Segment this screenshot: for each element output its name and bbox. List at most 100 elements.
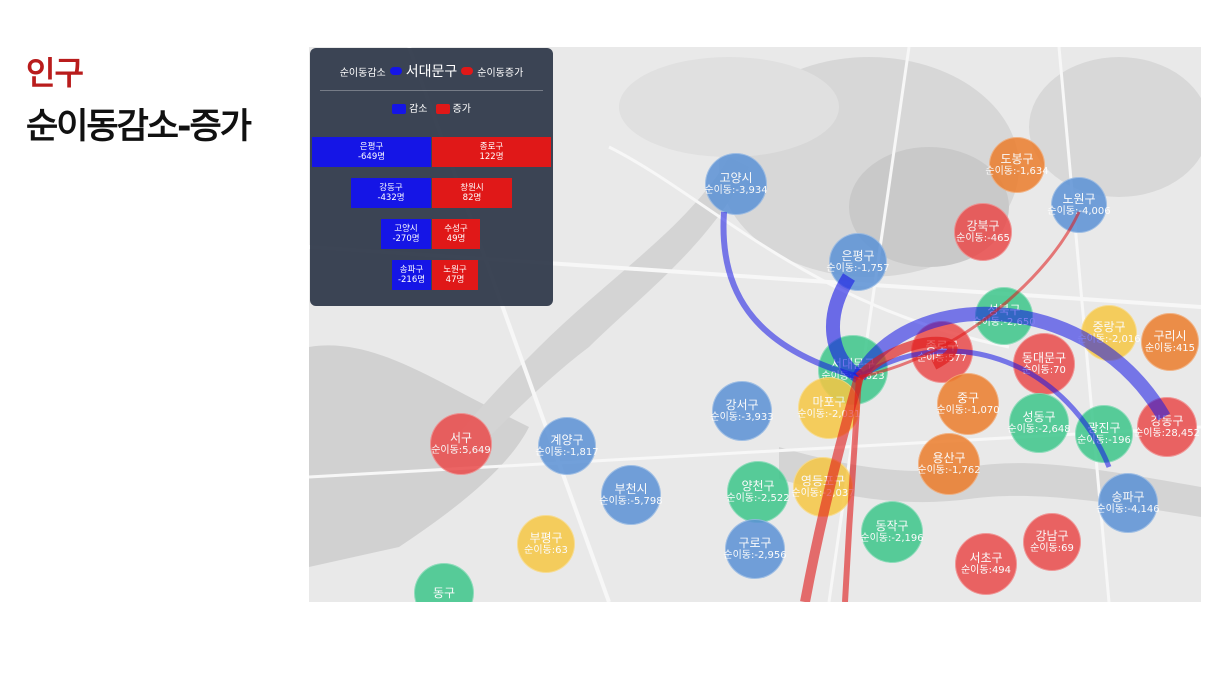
- district-bubble[interactable]: 부평구 순이동:63: [517, 515, 575, 573]
- map-base: [309, 47, 1201, 602]
- district-value: 순이동:415: [1144, 343, 1196, 354]
- district-bubble[interactable]: 동구: [414, 563, 474, 602]
- district-name: 구로구: [738, 536, 772, 550]
- decrease-bar-name: 송파구: [399, 265, 424, 275]
- decrease-bar-value: -270명: [392, 234, 420, 244]
- decrease-bar[interactable]: 고양시 -270명: [381, 219, 431, 249]
- decrease-swatch-icon: [392, 104, 407, 114]
- district-name: 계양구: [550, 433, 584, 447]
- district-bubble[interactable]: 용산구 순이동:-1,762: [917, 433, 981, 495]
- district-bubble[interactable]: 구로구 순이동:-2,956: [723, 519, 787, 579]
- district-name: 서초구: [969, 551, 1003, 565]
- district-value: 순이동:-2,648: [1007, 424, 1071, 435]
- decrease-bar-value: -216명: [397, 275, 426, 285]
- district-value: 순이동:494: [960, 565, 1012, 576]
- decrease-bar-name: 강동구: [379, 183, 403, 193]
- increase-bar[interactable]: 노원구 47명: [432, 260, 478, 290]
- district-name: 용산구: [932, 451, 966, 465]
- district-bubble[interactable]: 동대문구 순이동:70: [1013, 333, 1075, 395]
- district-bubble[interactable]: 서초구 순이동:494: [955, 533, 1017, 595]
- district-bubble[interactable]: 동작구 순이동:-2,196: [860, 501, 924, 563]
- increase-bar-value: 47명: [445, 275, 465, 285]
- district-value: 순이동:63: [524, 545, 568, 556]
- district-bubble[interactable]: 도봉구 순이동:-1,634: [985, 137, 1049, 193]
- district-name: 송파구: [1111, 490, 1145, 504]
- district-value: 순이동:5,649: [431, 445, 491, 456]
- district-bubble[interactable]: 강북구 순이동:-465: [954, 203, 1012, 261]
- district-name: 동대문구: [1021, 351, 1067, 365]
- district-name: 중랑구: [1092, 320, 1126, 334]
- flow-goyang: [720, 211, 860, 380]
- district-name: 양천구: [741, 479, 775, 493]
- district-bubble[interactable]: 중랑구 순이동:-2,016: [1077, 305, 1141, 361]
- district-name: 마포구: [812, 395, 846, 409]
- district-bubble[interactable]: 강서구 순이동:-3,933: [710, 381, 774, 441]
- district-value: 순이동:-4,006: [1047, 206, 1111, 217]
- page-title: 순이동감소-증가: [26, 107, 252, 147]
- panel-divider: [320, 90, 543, 91]
- increase-bar[interactable]: 수성구 49명: [432, 219, 480, 249]
- increase-bar-value: 122명: [479, 152, 504, 162]
- district-value: 순이동:-2,196: [860, 533, 924, 544]
- district-value: 순이동:69: [1030, 543, 1074, 554]
- district-name: 광진구: [1087, 421, 1121, 435]
- bar-legend-decrease: 감소: [409, 104, 428, 115]
- district-name: 구리시: [1153, 329, 1187, 343]
- increase-bar-name: 수성구: [444, 224, 468, 234]
- map-view[interactable]: 고양시 순이동:-3,934 은평구 순이동:-1,757 도봉구 순이동:-1,634 노…: [309, 47, 1201, 602]
- district-bubble[interactable]: 성동구 순이동:-2,648: [1007, 393, 1071, 453]
- decrease-bar-value: -432명: [377, 193, 405, 203]
- decrease-bar[interactable]: 은평구 -649명: [312, 137, 431, 167]
- flow-songpa: [857, 348, 1112, 468]
- district-bubble[interactable]: 구리시 순이동:415: [1141, 313, 1199, 371]
- district-bubble[interactable]: 노원구 순이동:-4,006: [1047, 177, 1111, 233]
- increase-bar-name: 종로구: [479, 142, 504, 152]
- increase-swatch-icon: [435, 104, 450, 114]
- district-bubble[interactable]: 중구 순이동:-1,070: [936, 373, 1000, 435]
- district-value: 순이동:-2,031: [797, 409, 861, 420]
- increase-bar[interactable]: 창원시 82명: [432, 178, 512, 208]
- increase-bar[interactable]: 종로구 122명: [432, 137, 551, 167]
- district-value: 순이동:-2,956: [723, 550, 787, 561]
- district-name: 중구: [956, 391, 980, 405]
- flow-nowon: [858, 211, 1081, 379]
- district-name: 강남구: [1035, 529, 1069, 543]
- district-bubble[interactable]: 계양구 순이동:-1,817: [535, 417, 599, 475]
- district-name: 성동구: [1022, 410, 1056, 424]
- district-value: 순이동:28,452: [1134, 428, 1200, 439]
- district-value: 순이동:-2,650: [972, 317, 1036, 328]
- decrease-bar-name: 고양시: [394, 224, 418, 234]
- district-name: 고양시: [719, 171, 753, 185]
- district-name: 강서구: [725, 398, 759, 412]
- district-name: 동작구: [875, 519, 909, 533]
- flow-lines: [720, 211, 1171, 602]
- district-bubble[interactable]: 고양시 순이동:-3,934: [704, 153, 768, 215]
- decrease-label: 순이동감소: [339, 67, 386, 79]
- district-bubble[interactable]: 양천구 순이동:-2,522: [726, 461, 790, 523]
- category-title: 인구: [26, 54, 84, 92]
- bar-legend: 감소 증가: [310, 100, 553, 115]
- district-value: 순이동:-1,757: [826, 263, 890, 274]
- flow-changwon: [800, 375, 864, 602]
- flow-legend-panel: 순이동감소 서대문구 순이동증가 감소 증가 은평구 -649명 종로구 122명 강동…: [310, 48, 553, 306]
- district-name: 부천시: [614, 482, 648, 496]
- district-bubble[interactable]: 서구 순이동:5,649: [430, 413, 492, 475]
- district-bubble[interactable]: 강동구 순이동:28,452: [1134, 397, 1200, 457]
- increase-bar-name: 창원시: [460, 183, 484, 193]
- district-bubble[interactable]: 부천시 순이동:-5,798: [599, 465, 663, 525]
- increase-label: 순이동증가: [477, 67, 524, 79]
- district-value: 순이동:-2,016: [1077, 334, 1141, 345]
- district-name: 강북구: [966, 219, 1000, 233]
- selected-district[interactable]: 서대문구: [405, 64, 458, 80]
- district-bubble[interactable]: 송파구 순이동:-4,146: [1096, 473, 1160, 533]
- district-value: 순이동:-2,522: [726, 493, 790, 504]
- district-bubble[interactable]: 강남구 순이동:69: [1023, 513, 1081, 571]
- flow-gangdong: [852, 306, 1171, 421]
- decrease-bar[interactable]: 송파구 -216명: [392, 260, 431, 290]
- increase-bar-value: 82명: [462, 193, 482, 203]
- district-name: 부평구: [529, 531, 563, 545]
- decrease-bar[interactable]: 강동구 -432명: [351, 178, 431, 208]
- district-name: 노원구: [1062, 192, 1096, 206]
- district-value: 순이동:-1,817: [535, 447, 599, 458]
- increase-bar-name: 노원구: [443, 265, 467, 275]
